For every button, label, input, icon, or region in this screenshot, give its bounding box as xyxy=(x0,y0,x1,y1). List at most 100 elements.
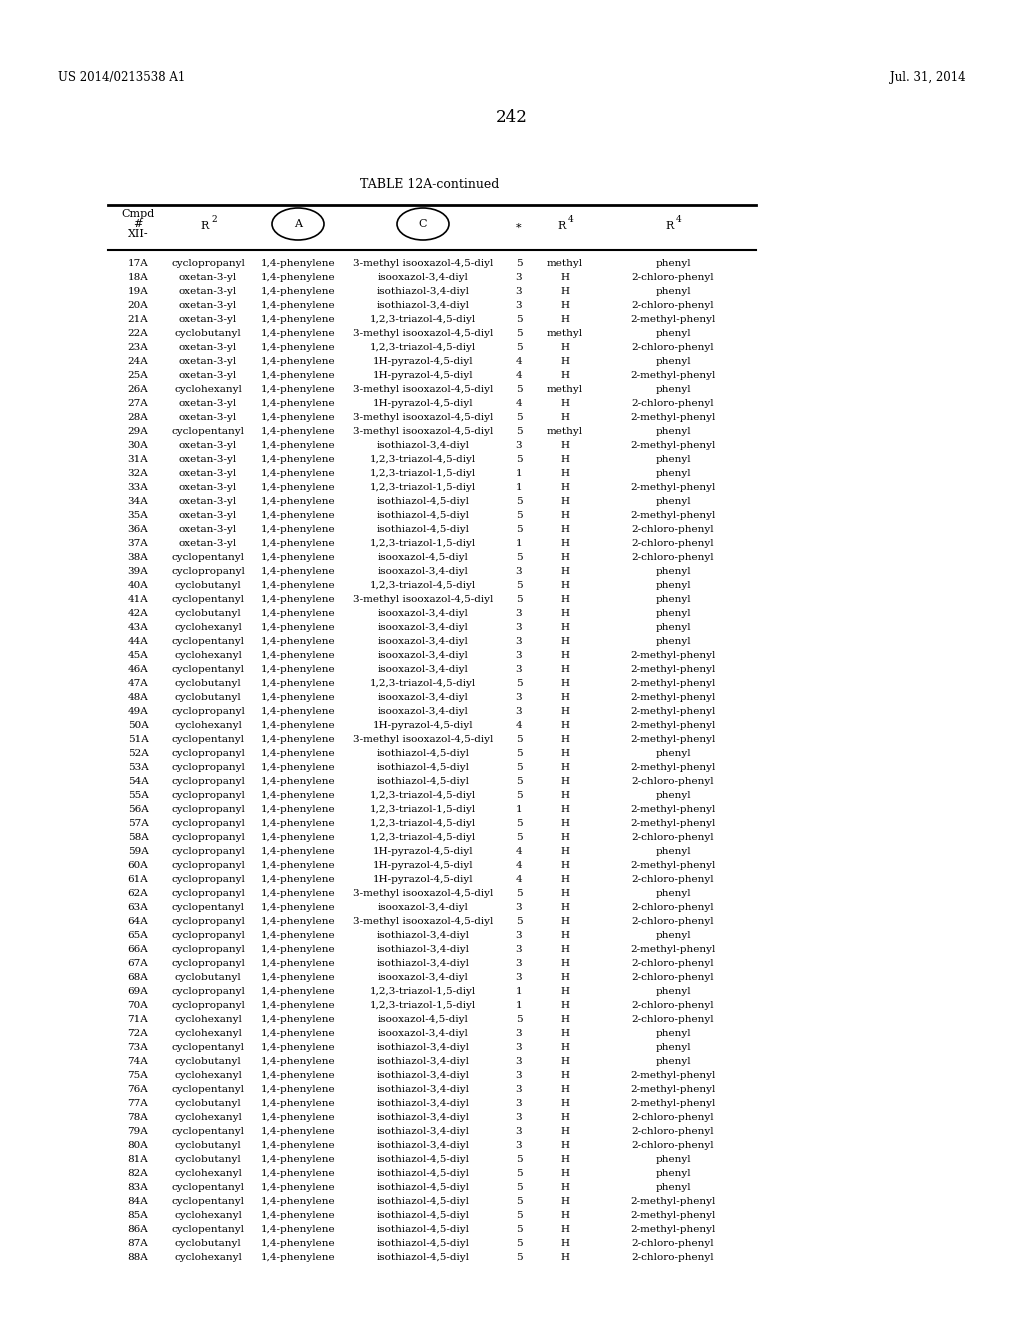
Text: 1,2,3-triazol-1,5-diyl: 1,2,3-triazol-1,5-diyl xyxy=(370,1001,476,1010)
Text: isooxazol-4,5-diyl: isooxazol-4,5-diyl xyxy=(378,553,468,561)
Text: H: H xyxy=(560,314,569,323)
Text: cyclopropanyl: cyclopropanyl xyxy=(171,833,245,842)
Text: cyclopentanyl: cyclopentanyl xyxy=(171,636,245,645)
Text: 33A: 33A xyxy=(128,483,148,491)
Text: Cmpd: Cmpd xyxy=(122,209,155,219)
Text: 3: 3 xyxy=(516,1098,522,1107)
Text: 44A: 44A xyxy=(128,636,148,645)
Text: 1,4-phenylene: 1,4-phenylene xyxy=(261,524,335,533)
Text: 3: 3 xyxy=(516,931,522,940)
Text: 5: 5 xyxy=(516,1253,522,1262)
Text: 1,4-phenylene: 1,4-phenylene xyxy=(261,469,335,478)
Text: oxetan-3-yl: oxetan-3-yl xyxy=(179,441,238,450)
Text: oxetan-3-yl: oxetan-3-yl xyxy=(179,496,238,506)
Text: H: H xyxy=(560,664,569,673)
Text: 29A: 29A xyxy=(128,426,148,436)
Text: isothiazol-3,4-diyl: isothiazol-3,4-diyl xyxy=(377,1113,469,1122)
Text: 50A: 50A xyxy=(128,721,148,730)
Text: H: H xyxy=(560,412,569,421)
Text: oxetan-3-yl: oxetan-3-yl xyxy=(179,524,238,533)
Text: 3: 3 xyxy=(516,272,522,281)
Text: 2-chloro-phenyl: 2-chloro-phenyl xyxy=(632,958,715,968)
Text: 4: 4 xyxy=(568,215,573,224)
Text: H: H xyxy=(560,1056,569,1065)
Text: oxetan-3-yl: oxetan-3-yl xyxy=(179,454,238,463)
Text: 2-methyl-phenyl: 2-methyl-phenyl xyxy=(631,721,716,730)
Text: 2-chloro-phenyl: 2-chloro-phenyl xyxy=(632,833,715,842)
Text: 32A: 32A xyxy=(128,469,148,478)
Text: 2-methyl-phenyl: 2-methyl-phenyl xyxy=(631,678,716,688)
Text: H: H xyxy=(560,903,569,912)
Text: 1,4-phenylene: 1,4-phenylene xyxy=(261,945,335,953)
Text: cyclopropanyl: cyclopropanyl xyxy=(171,888,245,898)
Text: cyclobutanyl: cyclobutanyl xyxy=(175,609,242,618)
Text: isothiazol-3,4-diyl: isothiazol-3,4-diyl xyxy=(377,1085,469,1093)
Text: 4: 4 xyxy=(516,861,522,870)
Text: cyclopropanyl: cyclopropanyl xyxy=(171,818,245,828)
Text: phenyl: phenyl xyxy=(655,1155,691,1163)
Text: cyclopropanyl: cyclopropanyl xyxy=(171,861,245,870)
Text: 2-methyl-phenyl: 2-methyl-phenyl xyxy=(631,371,716,380)
Text: 54A: 54A xyxy=(128,776,148,785)
Text: phenyl: phenyl xyxy=(655,581,691,590)
Text: isooxazol-3,4-diyl: isooxazol-3,4-diyl xyxy=(378,623,468,631)
Text: isothiazol-4,5-diyl: isothiazol-4,5-diyl xyxy=(377,1238,469,1247)
Text: isooxazol-3,4-diyl: isooxazol-3,4-diyl xyxy=(378,903,468,912)
Text: 31A: 31A xyxy=(128,454,148,463)
Text: 5: 5 xyxy=(516,916,522,925)
Text: H: H xyxy=(560,818,569,828)
Text: cyclopentanyl: cyclopentanyl xyxy=(171,734,245,743)
Text: oxetan-3-yl: oxetan-3-yl xyxy=(179,371,238,380)
Text: isothiazol-3,4-diyl: isothiazol-3,4-diyl xyxy=(377,945,469,953)
Text: H: H xyxy=(560,356,569,366)
Text: US 2014/0213538 A1: US 2014/0213538 A1 xyxy=(58,71,185,84)
Text: 5: 5 xyxy=(516,426,522,436)
Text: 1,4-phenylene: 1,4-phenylene xyxy=(261,1001,335,1010)
Text: R: R xyxy=(558,220,566,231)
Text: isothiazol-4,5-diyl: isothiazol-4,5-diyl xyxy=(377,524,469,533)
Text: 1,4-phenylene: 1,4-phenylene xyxy=(261,748,335,758)
Text: 2-methyl-phenyl: 2-methyl-phenyl xyxy=(631,693,716,701)
Text: isooxazol-3,4-diyl: isooxazol-3,4-diyl xyxy=(378,973,468,982)
Text: 76A: 76A xyxy=(128,1085,148,1093)
Text: phenyl: phenyl xyxy=(655,259,691,268)
Text: 1: 1 xyxy=(516,986,522,995)
Text: 60A: 60A xyxy=(128,861,148,870)
Text: Jul. 31, 2014: Jul. 31, 2014 xyxy=(891,71,966,84)
Text: isothiazol-3,4-diyl: isothiazol-3,4-diyl xyxy=(377,286,469,296)
Text: 2-chloro-phenyl: 2-chloro-phenyl xyxy=(632,874,715,883)
Text: 2-chloro-phenyl: 2-chloro-phenyl xyxy=(632,399,715,408)
Text: 3: 3 xyxy=(516,636,522,645)
Text: cyclopentanyl: cyclopentanyl xyxy=(171,1196,245,1205)
Text: 1H-pyrazol-4,5-diyl: 1H-pyrazol-4,5-diyl xyxy=(373,399,473,408)
Text: oxetan-3-yl: oxetan-3-yl xyxy=(179,314,238,323)
Text: H: H xyxy=(560,804,569,813)
Text: cyclohexanyl: cyclohexanyl xyxy=(174,1071,242,1080)
Text: 1,4-phenylene: 1,4-phenylene xyxy=(261,496,335,506)
Text: H: H xyxy=(560,566,569,576)
Text: 1,2,3-triazol-4,5-diyl: 1,2,3-triazol-4,5-diyl xyxy=(370,454,476,463)
Text: cyclopropanyl: cyclopropanyl xyxy=(171,916,245,925)
Text: 2-chloro-phenyl: 2-chloro-phenyl xyxy=(632,272,715,281)
Text: cyclobutanyl: cyclobutanyl xyxy=(175,1056,242,1065)
Text: 3: 3 xyxy=(516,609,522,618)
Text: 67A: 67A xyxy=(128,958,148,968)
Text: cyclohexanyl: cyclohexanyl xyxy=(174,1210,242,1220)
Text: 75A: 75A xyxy=(128,1071,148,1080)
Text: 1,2,3-triazol-4,5-diyl: 1,2,3-triazol-4,5-diyl xyxy=(370,314,476,323)
Text: 2-chloro-phenyl: 2-chloro-phenyl xyxy=(632,524,715,533)
Text: 84A: 84A xyxy=(128,1196,148,1205)
Text: 1,4-phenylene: 1,4-phenylene xyxy=(261,594,335,603)
Text: H: H xyxy=(560,1085,569,1093)
Text: C: C xyxy=(419,219,427,228)
Text: 5: 5 xyxy=(516,763,522,771)
Text: 27A: 27A xyxy=(128,399,148,408)
Text: isooxazol-3,4-diyl: isooxazol-3,4-diyl xyxy=(378,651,468,660)
Text: 1,4-phenylene: 1,4-phenylene xyxy=(261,511,335,520)
Text: A: A xyxy=(294,219,302,228)
Text: 5: 5 xyxy=(516,259,522,268)
Text: 1H-pyrazol-4,5-diyl: 1H-pyrazol-4,5-diyl xyxy=(373,874,473,883)
Text: H: H xyxy=(560,1140,569,1150)
Text: isothiazol-3,4-diyl: isothiazol-3,4-diyl xyxy=(377,1140,469,1150)
Text: 1,4-phenylene: 1,4-phenylene xyxy=(261,791,335,800)
